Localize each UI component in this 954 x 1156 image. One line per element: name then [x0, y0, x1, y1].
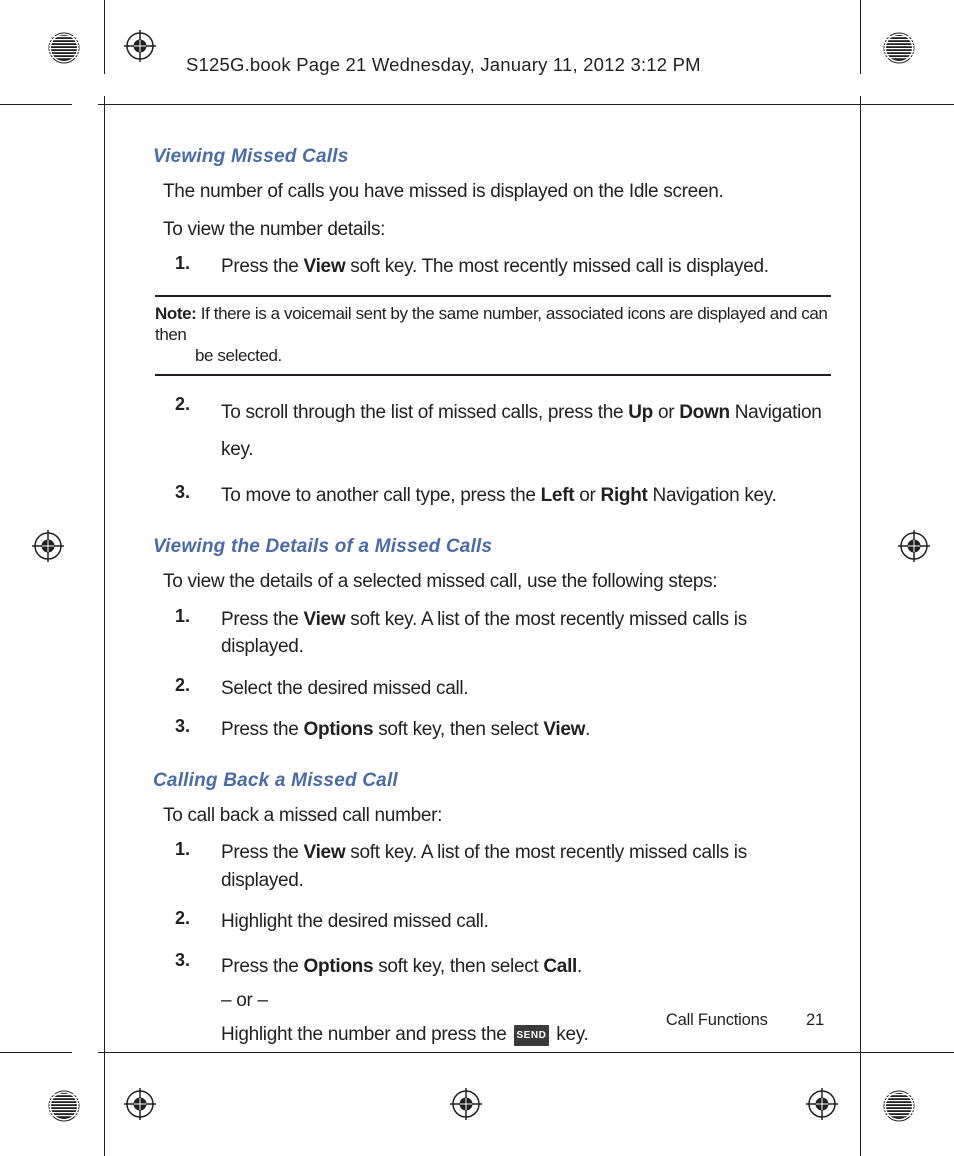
page-footer: Call Functions 21 — [666, 1011, 824, 1030]
list-number: 1. — [163, 839, 221, 894]
note-body: If there is a voicemail sent by the same… — [155, 304, 827, 344]
list-item: 3. Press the Options soft key, then sele… — [163, 950, 833, 1053]
footer-section-name: Call Functions — [666, 1011, 768, 1029]
section-heading-calling-back: Calling Back a Missed Call — [153, 770, 833, 792]
list-item: 2. To scroll through the list of missed … — [163, 394, 833, 468]
crop-mark — [98, 104, 954, 105]
note-block: Note: If there is a voicemail sent by th… — [155, 295, 831, 377]
crop-mark — [0, 104, 72, 105]
note-label: Note: — [155, 304, 196, 323]
crop-mark — [860, 0, 861, 74]
list-body: Press the Options soft key, then select … — [221, 716, 590, 744]
list-body: Select the desired missed call. — [221, 675, 468, 703]
registration-mark-icon — [48, 32, 80, 64]
list-item: 1. Press the View soft key. A list of th… — [163, 839, 833, 894]
list-item: 2. Select the desired missed call. — [163, 675, 833, 703]
list-body: Press the View soft key. A list of the m… — [221, 839, 833, 894]
or-divider: – or – — [221, 990, 268, 1011]
target-mark-icon — [124, 30, 156, 62]
ordered-list: 2. To scroll through the list of missed … — [163, 394, 833, 510]
list-number: 2. — [163, 908, 221, 936]
ordered-list: 1. Press the View soft key. The most rec… — [163, 253, 833, 281]
list-item: 2. Highlight the desired missed call. — [163, 908, 833, 936]
list-body: To scroll through the list of missed cal… — [221, 394, 833, 468]
list-number: 3. — [163, 482, 221, 510]
list-body: Press the View soft key. A list of the m… — [221, 606, 833, 661]
note-body: be selected. — [155, 345, 831, 366]
list-body: To move to another call type, press the … — [221, 482, 777, 510]
crop-mark — [0, 1052, 72, 1053]
target-mark-icon — [124, 1088, 156, 1120]
list-item: 3. Press the Options soft key, then sele… — [163, 716, 833, 744]
send-key-icon: SEND — [514, 1025, 550, 1046]
list-number: 1. — [163, 606, 221, 661]
body-text: The number of calls you have missed is d… — [163, 178, 833, 206]
page-content: Viewing Missed Calls The number of calls… — [153, 146, 833, 1067]
body-text: To call back a missed call number: — [163, 802, 833, 830]
list-number: 3. — [163, 716, 221, 744]
list-body: Press the Options soft key, then select … — [221, 950, 589, 1053]
target-mark-icon — [450, 1088, 482, 1120]
registration-mark-icon — [48, 1090, 80, 1122]
page-header-text: S125G.book Page 21 Wednesday, January 11… — [186, 54, 701, 76]
list-body: Press the View soft key. The most recent… — [221, 253, 769, 281]
list-number: 2. — [163, 675, 221, 703]
footer-page-number: 21 — [806, 1011, 824, 1029]
list-body: Highlight the desired missed call. — [221, 908, 489, 936]
target-mark-icon — [32, 530, 64, 562]
list-number: 2. — [163, 394, 221, 468]
list-item: 1. Press the View soft key. A list of th… — [163, 606, 833, 661]
crop-mark — [860, 96, 861, 1156]
section-heading-viewing-missed: Viewing Missed Calls — [153, 146, 833, 168]
list-item: 1. Press the View soft key. The most rec… — [163, 253, 833, 281]
section-heading-viewing-details: Viewing the Details of a Missed Calls — [153, 536, 833, 558]
body-text: To view the number details: — [163, 216, 833, 244]
registration-mark-icon — [883, 32, 915, 64]
crop-mark — [104, 96, 105, 1156]
list-item: 3. To move to another call type, press t… — [163, 482, 833, 510]
list-number: 3. — [163, 950, 221, 1053]
target-mark-icon — [806, 1088, 838, 1120]
target-mark-icon — [898, 530, 930, 562]
ordered-list: 1. Press the View soft key. A list of th… — [163, 606, 833, 744]
list-number: 1. — [163, 253, 221, 281]
crop-mark — [104, 0, 105, 74]
registration-mark-icon — [883, 1090, 915, 1122]
body-text: To view the details of a selected missed… — [163, 568, 833, 596]
